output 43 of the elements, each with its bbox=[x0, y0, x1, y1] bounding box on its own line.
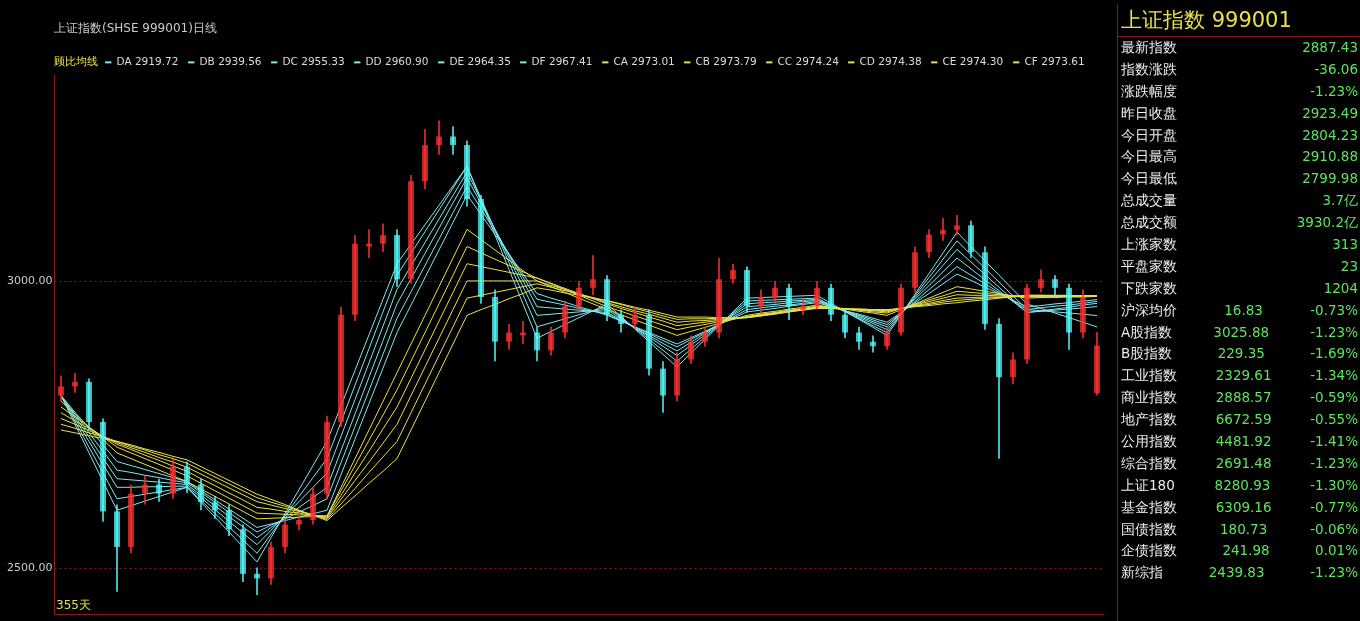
legend-label: DC 2955.33 bbox=[282, 55, 345, 68]
text: 今日最低 2799.98 bbox=[1121, 170, 1358, 187]
text: 最新指数 2887.43 bbox=[1121, 39, 1358, 55]
text: 总成交量 3.7亿 bbox=[1121, 192, 1358, 209]
chart-title: 上证指数(SHSE 999001)日线 bbox=[54, 21, 217, 35]
text: 新综指 2439.83 -1.23% bbox=[1121, 564, 1358, 581]
text: 下跌家数 1204 bbox=[1121, 279, 1358, 296]
text: 商业指数 2888.57 -0.59% bbox=[1121, 389, 1358, 406]
legend-label: DD 2960.90 bbox=[365, 55, 429, 68]
legend-label: CA 2973.01 bbox=[613, 55, 675, 68]
text: 上涨家数 313 bbox=[1121, 236, 1358, 253]
legend-label: CE 2974.30 bbox=[942, 55, 1004, 68]
legend-label: CC 2974.24 bbox=[777, 55, 840, 68]
text: B股指数 229.35 -1.69% bbox=[1121, 345, 1358, 362]
legend-label: CB 2973.79 bbox=[695, 55, 757, 68]
legend-label: CF 2973.61 bbox=[1024, 55, 1085, 68]
annotation: 355天 bbox=[56, 598, 91, 612]
legend-label: DA 2919.72 bbox=[116, 55, 179, 68]
text: 企债指数 241.98 0.01% bbox=[1121, 542, 1358, 559]
legend-label: DB 2939.56 bbox=[199, 55, 262, 68]
text: 上证180 8280.93 -1.30% bbox=[1121, 476, 1358, 493]
text: 上证指数 999001 bbox=[1118, 4, 1360, 37]
y-tick-label: 3000.00 bbox=[7, 274, 53, 288]
text: 指数涨跌 -36.06 bbox=[1121, 60, 1358, 77]
legend-label: DE 2964.35 bbox=[449, 55, 511, 68]
text: A股指数 3025.88 -1.23% bbox=[1121, 323, 1358, 340]
text: 昨日收盘 2923.49 bbox=[1121, 104, 1358, 121]
text: 沪深均价 16.83 -0.73% bbox=[1121, 301, 1358, 318]
text: 公用指数 4481.92 -1.41% bbox=[1121, 433, 1358, 450]
text: 国债指数 180.73 -0.06% bbox=[1121, 520, 1358, 537]
text: 今日最高 2910.88 bbox=[1121, 148, 1358, 165]
text: 地产指数 6672.59 -0.55% bbox=[1121, 411, 1358, 428]
y-tick-label: 2500.00 bbox=[7, 561, 53, 575]
text: 平盘家数 23 bbox=[1121, 257, 1358, 274]
legend-label: DF 2967.41 bbox=[531, 55, 593, 68]
text: 工业指数 2329.61 -1.34% bbox=[1121, 367, 1358, 384]
text: 基金指数 6309.16 -0.77% bbox=[1121, 498, 1358, 515]
text: 涨跌幅度 -1.23% bbox=[1121, 82, 1358, 99]
text: 今日开盘 2804.23 bbox=[1121, 126, 1358, 143]
legend-title: 顾比均线 bbox=[54, 55, 98, 68]
legend-label: CD 2974.38 bbox=[859, 55, 922, 68]
text: 综合指数 2691.48 -1.23% bbox=[1121, 454, 1358, 471]
text: 总成交额 3930.2亿 bbox=[1121, 214, 1358, 231]
